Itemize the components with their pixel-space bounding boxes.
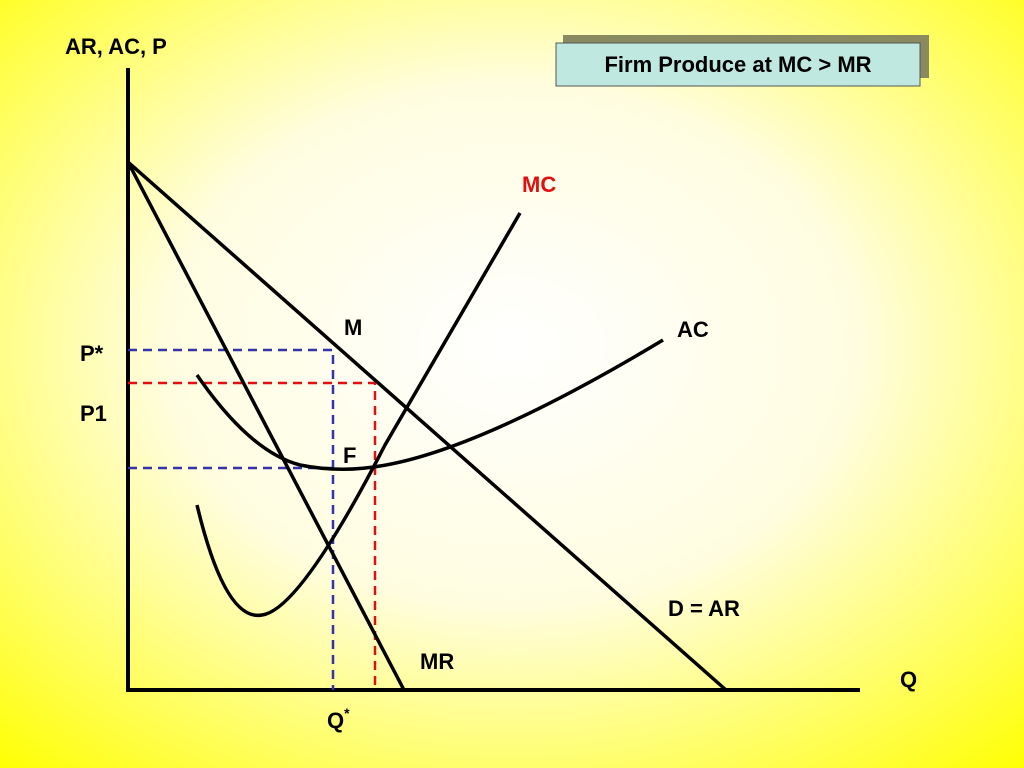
mc-curve	[195, 212, 522, 618]
point-m: M	[344, 315, 362, 340]
q-star-base: Q	[327, 708, 344, 733]
mc-label: MC	[522, 172, 556, 197]
title: Firm Produce at MC > MR	[604, 52, 871, 77]
point-f: F	[343, 443, 356, 468]
mr-curve	[126, 161, 406, 691]
demand-label: D = AR	[668, 596, 740, 621]
p-star-label: P*	[80, 341, 104, 366]
ac-curve	[195, 338, 664, 472]
x-axis-label: Q	[900, 667, 917, 692]
p1-label: P1	[80, 401, 107, 426]
p-star-guide	[128, 348, 335, 690]
q-star-label: Q*	[327, 705, 350, 733]
y-axis-label: AR, AC, P	[65, 34, 167, 59]
q-star-sup: *	[344, 705, 350, 721]
title-box	[555, 42, 921, 87]
ac-label: AC	[677, 317, 709, 342]
p1-guide	[128, 381, 377, 690]
demand-curve	[126, 160, 728, 692]
mr-label: MR	[420, 649, 454, 674]
